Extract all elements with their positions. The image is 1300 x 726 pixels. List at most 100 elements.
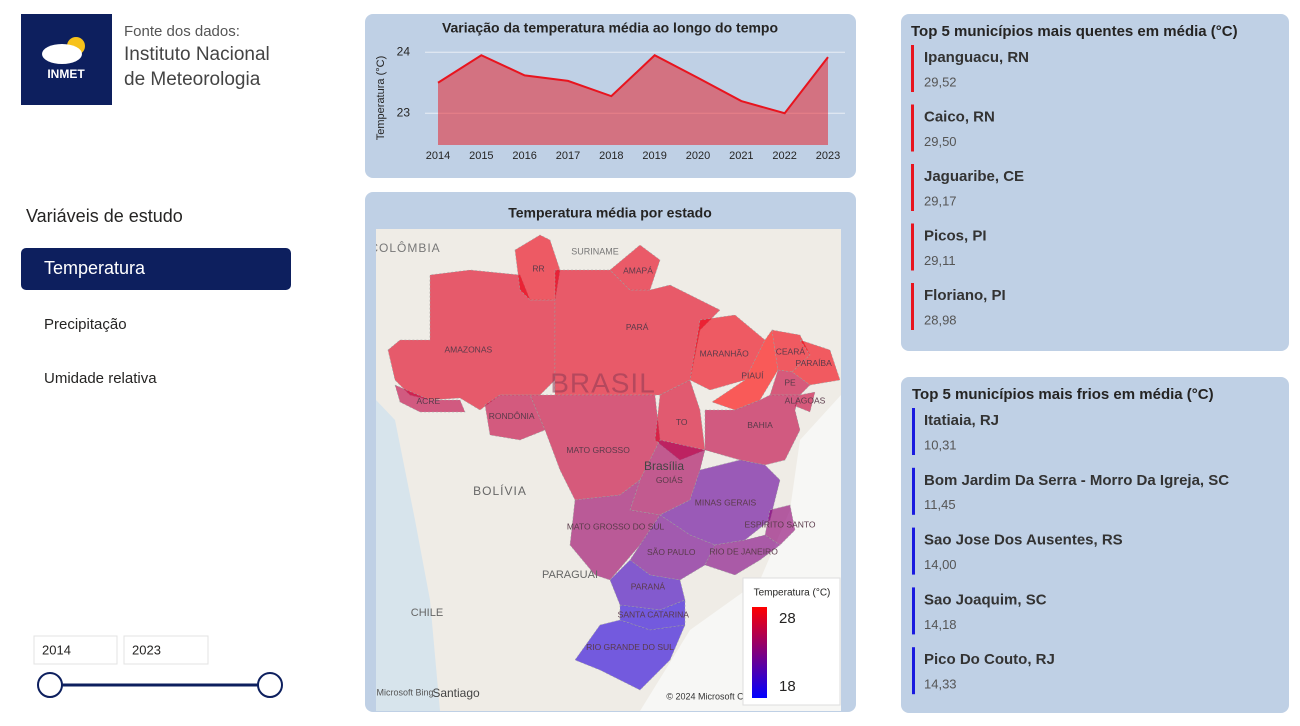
x-tick-label: 2017: [556, 150, 580, 162]
state-label: TO: [676, 417, 688, 427]
source-name: Instituto Nacional: [124, 44, 270, 65]
state-label: AMAPÁ: [623, 265, 653, 275]
year-input[interactable]: [33, 635, 118, 665]
nav-item[interactable]: Precipitação: [44, 316, 127, 333]
state-label: RR: [532, 264, 544, 274]
list-item-name: Floriano, PI: [924, 287, 1006, 304]
legend-bar: [752, 607, 767, 698]
list-item-name: Pico Do Couto, RJ: [924, 651, 1055, 668]
legend-label: 18: [779, 678, 796, 695]
state-label: PE: [784, 378, 796, 388]
list-accent: [911, 223, 914, 271]
state-region[interactable]: [689, 314, 766, 391]
map-place-label: BRASIL: [550, 367, 656, 398]
state-region[interactable]: [704, 534, 781, 576]
map-place-label: Microsoft Bing: [376, 687, 433, 697]
list-accent: [912, 587, 915, 635]
state-label: RONDÔNIA: [489, 411, 535, 421]
list-item-value: 29,17: [924, 193, 957, 208]
lists: Ipanguacu, RN 29,52 Caico, RN 29,50 Jaguarib…: [911, 45, 1229, 695]
state-label: MARANHÃO: [700, 348, 750, 358]
nav-item[interactable]: Temperatura: [44, 258, 146, 278]
list-item-name: Ipanguacu, RN: [924, 49, 1029, 66]
state-label: RIO DE JANEIRO: [709, 546, 778, 556]
nav-title: Variáveis de estudo: [26, 206, 183, 226]
list-accent: [912, 647, 915, 695]
state-region[interactable]: [514, 234, 561, 301]
x-tick-label: 2022: [772, 150, 796, 162]
panel: [901, 377, 1289, 713]
list-item-value: 29,50: [924, 134, 957, 149]
chart-title: Variação da temperatura média ao longo d…: [442, 20, 778, 36]
state-label: PARAÍBA: [796, 358, 833, 368]
map-place-label: BOLÍVIA: [473, 483, 527, 498]
source-name: de Meteorologia: [124, 69, 261, 90]
x-tick-label: 2016: [512, 150, 536, 162]
x-tick-label: 2014: [426, 150, 450, 162]
x-tick-label: 2019: [642, 150, 666, 162]
x-tick-label: 2023: [816, 150, 840, 162]
list-item-name: Bom Jardim Da Serra - Morro Da Igreja, S…: [924, 472, 1229, 489]
map-place-label: PARAGUAI: [542, 569, 598, 581]
state-region[interactable]: [769, 369, 811, 396]
nav: Temperatura Precipitação Umidade relativa: [21, 248, 291, 387]
state-label: ESPÍRITO SANTO: [744, 519, 815, 529]
state-label: MINAS GERAIS: [695, 497, 757, 507]
state-region[interactable]: [609, 559, 686, 611]
state-label: PARÁ: [626, 322, 649, 332]
state-region[interactable]: [629, 514, 716, 581]
map-place-label: SURINAME: [571, 246, 619, 256]
list-accent: [911, 104, 914, 152]
state-label: SÃO PAULO: [647, 547, 696, 557]
slider-handle[interactable]: [257, 672, 283, 698]
legend-title: Temperatura (°C): [754, 588, 831, 599]
state-region[interactable]: [704, 394, 801, 466]
state-label: GOIÁS: [656, 475, 683, 485]
map-place-label: Santiago: [432, 686, 480, 700]
state-label: ACRE: [417, 396, 441, 406]
state-region[interactable]: [394, 384, 466, 413]
list-title: Top 5 municípios mais frios em média (°C…: [912, 386, 1214, 403]
y-tick-label: 24: [397, 44, 411, 58]
year-input[interactable]: [123, 635, 209, 665]
list-item-name: Jaguaribe, CE: [924, 168, 1024, 185]
y-tick-label: 23: [397, 105, 411, 119]
state-region[interactable]: [484, 394, 546, 441]
state-label: MATO GROSSO DO SUL: [567, 521, 665, 531]
list-item-value: 29,52: [924, 74, 957, 89]
slider-handle[interactable]: [37, 672, 63, 698]
year-end: 2023: [132, 642, 161, 657]
legend-label: 28: [779, 610, 796, 627]
state-region[interactable]: [574, 619, 686, 691]
state-region[interactable]: [529, 394, 661, 501]
list-item-value: 14,18: [924, 617, 957, 632]
list-accent: [912, 467, 915, 515]
list-accent: [912, 527, 915, 575]
state-label: CEARÁ: [776, 347, 806, 357]
line-chart: 23 24 2014 2015 2016 2017 2018 2019 2020 2021 2022…: [397, 44, 845, 162]
list-item-value: 29,11: [924, 253, 956, 268]
map-title: Temperatura média por estado: [508, 205, 712, 221]
list-item-value: 14,33: [924, 677, 957, 692]
state-label: ALAGOAS: [785, 396, 826, 406]
list-title: Top 5 municípios mais quentes em média (…: [911, 23, 1238, 40]
state-region[interactable]: [764, 504, 796, 546]
state-label: AMAZONAS: [444, 344, 492, 354]
state-region[interactable]: [609, 244, 661, 291]
state-label: PIAUÍ: [741, 370, 764, 380]
legend: Temperatura (°C) 28 18: [752, 588, 830, 698]
state-region[interactable]: [569, 479, 661, 581]
list-item-name: Picos, PI: [924, 227, 987, 244]
x-tick-label: 2020: [686, 150, 710, 162]
logo-cloud: [42, 44, 82, 64]
list-item-name: Sao Jose Dos Ausentes, RS: [924, 532, 1123, 549]
list-item-name: Caico, RN: [924, 108, 995, 125]
nav-item[interactable]: Umidade relativa: [44, 370, 157, 387]
x-tick-label: 2021: [729, 150, 753, 162]
list-item-value: 10,31: [924, 437, 957, 452]
x-tick-label: 2015: [469, 150, 493, 162]
panel: [901, 14, 1289, 351]
list-item-name: Itatiaia, RJ: [924, 412, 999, 429]
line: [437, 54, 829, 115]
